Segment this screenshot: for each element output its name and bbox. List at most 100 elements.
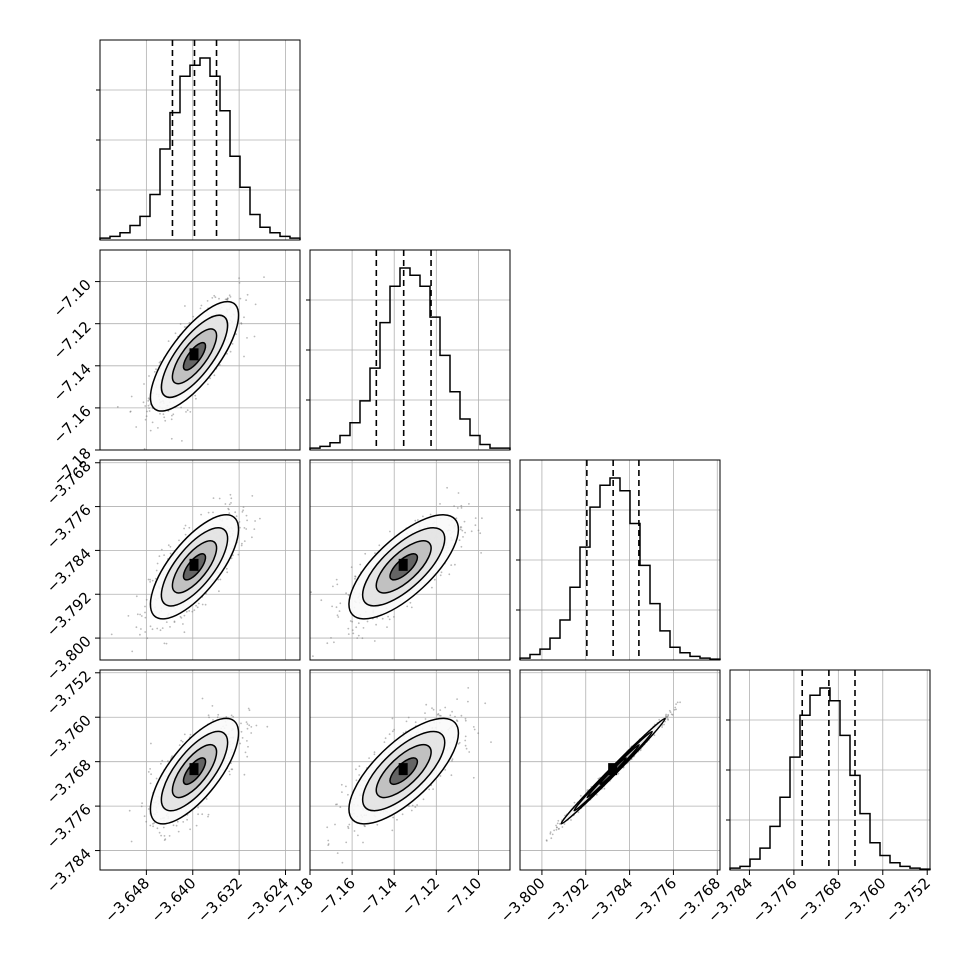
- sample-point: [247, 707, 250, 710]
- sample-point: [459, 528, 462, 531]
- sample-point: [145, 415, 148, 418]
- sample-point: [424, 712, 426, 714]
- sample-point: [467, 700, 469, 703]
- sample-point: [149, 768, 152, 770]
- sample-point: [545, 840, 548, 842]
- sample-point: [243, 355, 245, 358]
- sample-point: [195, 397, 197, 400]
- sample-point: [674, 706, 677, 709]
- sample-point: [139, 633, 141, 636]
- sample-point: [143, 815, 146, 818]
- sample-point: [470, 530, 473, 533]
- sample-point: [188, 321, 191, 324]
- sample-point: [230, 768, 233, 771]
- sample-point: [460, 714, 463, 717]
- sample-point: [164, 419, 167, 422]
- sample-point: [188, 610, 191, 612]
- sample-point: [254, 520, 256, 522]
- sample-point: [341, 861, 344, 864]
- sample-point: [446, 486, 448, 489]
- sample-point: [169, 626, 171, 628]
- sample-point: [450, 774, 453, 777]
- sample-point: [473, 728, 476, 731]
- sample-point: [557, 819, 560, 822]
- sample-point: [230, 502, 232, 504]
- panel-frame: [519, 669, 721, 871]
- sample-point: [163, 839, 166, 841]
- sample-point: [246, 727, 249, 730]
- sample-point: [149, 824, 152, 827]
- sample-point: [459, 526, 462, 529]
- sample-point: [480, 552, 482, 554]
- sample-point: [339, 602, 342, 605]
- sample-point: [477, 529, 480, 532]
- sample-point: [375, 623, 377, 626]
- sample-point: [336, 852, 339, 854]
- scatter-panel-2-1: [309, 459, 511, 661]
- y-tick-label: −7.16: [50, 402, 95, 447]
- sample-point: [364, 825, 366, 828]
- sample-point: [243, 540, 246, 542]
- sample-point: [183, 733, 186, 736]
- sample-point: [453, 505, 455, 507]
- sample-point: [178, 539, 180, 542]
- sample-point: [355, 779, 358, 782]
- sample-point: [158, 361, 161, 364]
- sample-point: [207, 511, 210, 514]
- sample-point: [230, 497, 233, 500]
- sample-point: [467, 687, 470, 689]
- sample-point: [432, 708, 435, 711]
- sample-point: [555, 828, 558, 831]
- y-tick-label: −3.776: [43, 800, 95, 852]
- sample-point: [407, 716, 410, 719]
- sample-point: [336, 583, 339, 586]
- sample-point: [186, 409, 189, 412]
- sample-point: [248, 724, 251, 727]
- sample-point: [142, 401, 145, 404]
- y-tick-label: −7.14: [50, 360, 95, 405]
- sample-point: [170, 437, 173, 440]
- sample-point: [410, 606, 413, 609]
- scatter-panel-3-0: [99, 669, 301, 871]
- sample-point: [428, 788, 431, 791]
- sample-point: [472, 776, 475, 779]
- sample-point: [472, 726, 475, 728]
- sample-point: [250, 732, 253, 734]
- sample-point: [254, 303, 257, 306]
- sample-point: [551, 833, 554, 836]
- sample-point: [245, 721, 248, 723]
- sample-point: [146, 637, 149, 640]
- sample-point: [341, 791, 343, 793]
- sample-point: [228, 294, 231, 297]
- sample-point: [183, 527, 186, 530]
- sample-point: [246, 740, 248, 742]
- sample-point: [245, 299, 248, 301]
- sample-point: [150, 773, 153, 776]
- sample-point: [347, 825, 349, 828]
- sample-point: [673, 708, 676, 711]
- sample-point: [444, 706, 447, 709]
- sample-point: [455, 719, 458, 722]
- sample-point: [653, 734, 656, 737]
- sample-point: [327, 844, 330, 846]
- sample-point: [158, 831, 161, 834]
- sample-point: [136, 613, 139, 616]
- sample-point: [479, 532, 482, 535]
- sample-point: [147, 808, 150, 810]
- sample-point: [201, 813, 204, 816]
- sample-point: [199, 307, 202, 310]
- sample-point: [162, 413, 165, 416]
- sample-point: [229, 296, 232, 298]
- sample-point: [336, 614, 339, 617]
- sample-point: [161, 759, 164, 762]
- density-peak: [189, 348, 199, 361]
- sample-point: [639, 749, 642, 752]
- sample-point: [197, 806, 200, 809]
- density-peak: [398, 763, 408, 776]
- sample-point: [455, 517, 458, 520]
- sample-point: [184, 524, 187, 527]
- sample-point: [388, 618, 391, 621]
- x-tick-label: −3.768: [793, 874, 845, 926]
- sample-point: [411, 804, 414, 807]
- sample-point: [440, 571, 443, 574]
